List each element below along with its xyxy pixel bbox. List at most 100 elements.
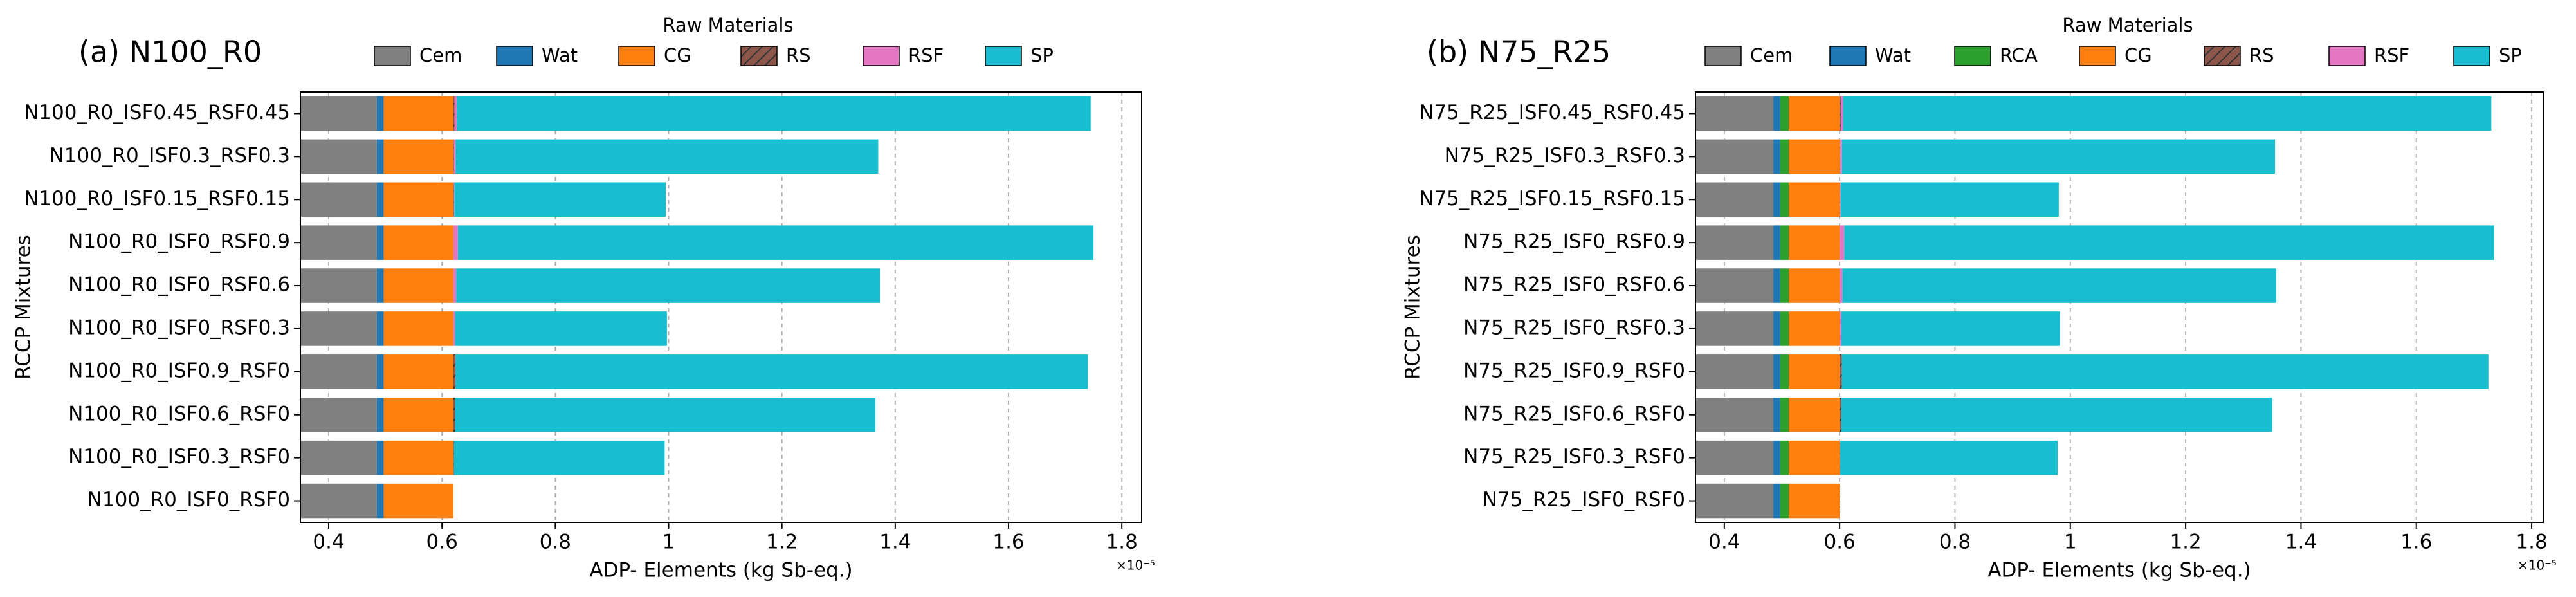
bar-segment	[1789, 96, 1840, 131]
bar-segment	[1695, 268, 1774, 303]
legend-swatch	[1954, 46, 1991, 66]
bar-segment	[1780, 268, 1789, 303]
bar-segment	[300, 311, 377, 346]
bar-segment	[1773, 96, 1780, 131]
bar-segment	[376, 397, 384, 432]
x-tick-label: 1	[662, 531, 675, 554]
bar-segment	[453, 182, 455, 217]
bar-segment	[1773, 354, 1780, 389]
y-axis-label: RCCP Mixtures	[1402, 235, 1425, 380]
y-tick-label: N100_R0_ISF0_RSF0.3	[68, 316, 290, 339]
y-tick-label: N100_R0_ISF0_RSF0.6	[68, 273, 290, 297]
legend-label: Cem	[419, 44, 462, 66]
x-tick-label: 1	[2064, 531, 2077, 554]
x-tick-label: 1.6	[992, 531, 1024, 554]
bar-segment	[1789, 182, 1840, 217]
bar-segment	[453, 311, 455, 346]
y-tick-label: N100_R0_ISF0.6_RSF0	[68, 402, 290, 425]
bar-segment	[1840, 225, 1845, 260]
bar-segment	[376, 354, 384, 389]
bar-segment	[1840, 354, 1842, 389]
bar-segment	[453, 225, 458, 260]
bar-segment	[1695, 182, 1774, 217]
x-axis-label: ADP- Elements (kg Sb-eq.)	[589, 559, 852, 582]
bar-segment	[376, 225, 384, 260]
bar-segment	[457, 225, 1094, 260]
legend-swatch	[2453, 46, 2490, 66]
legend-swatch	[496, 46, 533, 66]
legend-label: SP	[2499, 44, 2522, 66]
x-tick-label: 0.8	[1939, 531, 1971, 554]
bar-segment	[376, 440, 384, 475]
y-tick-label: N100_R0_ISF0.9_RSF0	[68, 359, 290, 382]
bar-segment	[1840, 268, 1843, 303]
bar-segment	[1695, 440, 1774, 475]
bar-segment	[1840, 96, 1841, 131]
bar-segment	[456, 268, 881, 303]
x-tick-label: 1.6	[2400, 531, 2432, 554]
legend-swatch	[2079, 46, 2116, 66]
bar-segment	[1695, 139, 1774, 174]
bars	[300, 96, 1094, 519]
bar-segment	[455, 354, 1088, 389]
bar-segment	[1841, 397, 2272, 432]
y-tick-label: N75_R25_ISF0.9_RSF0	[1463, 359, 1685, 382]
bar-segment	[1789, 354, 1840, 389]
y-tick-label: N100_R0_ISF0_RSF0.9	[68, 230, 290, 253]
bar-segment	[453, 139, 454, 174]
y-axis-label: RCCP Mixtures	[12, 235, 35, 380]
legend-label: CG	[2124, 44, 2152, 66]
bar-segment	[453, 440, 665, 475]
bar-segment	[1789, 311, 1840, 346]
x-tick-label: 1.8	[2516, 531, 2547, 554]
bar-segment	[1840, 397, 1841, 432]
bar-segment	[1789, 440, 1840, 475]
bar-segment	[454, 182, 666, 217]
legend-swatch	[985, 46, 1022, 66]
y-tick-label: N75_R25_ISF0.6_RSF0	[1463, 402, 1685, 425]
bar-segment	[300, 354, 377, 389]
bar-segment	[1841, 311, 2060, 346]
bar-segment	[376, 311, 384, 346]
bar-segment	[455, 139, 879, 174]
bar-segment	[1780, 139, 1789, 174]
y-tick-label: N75_R25_ISF0_RSF0.9	[1463, 230, 1685, 253]
bar-segment	[300, 139, 377, 174]
bar-segment	[455, 311, 667, 346]
bar-segment	[300, 96, 377, 131]
plot-frame	[300, 91, 1142, 523]
bar-segment	[1844, 225, 2494, 260]
y-tick-label: N75_R25_ISF0_RSF0.6	[1463, 273, 1685, 297]
bar-segment	[1840, 182, 1841, 217]
bar-segment	[383, 483, 453, 519]
bar-segment	[383, 440, 453, 475]
legend-label: SP	[1030, 44, 1054, 66]
bar-segment	[1773, 182, 1780, 217]
legend-swatch	[1829, 46, 1867, 66]
bar-segment	[383, 182, 453, 217]
bar-segment	[1842, 268, 2276, 303]
bar-segment	[383, 397, 453, 432]
bar-segment	[1695, 311, 1774, 346]
x-tick-label: 0.4	[1708, 531, 1740, 554]
legend-swatch	[740, 46, 778, 66]
y-tick-label: N100_R0_ISF0_RSF0	[87, 488, 290, 511]
y-tick-label: N75_R25_ISF0.3_RSF0.3	[1445, 144, 1685, 167]
bar-segment	[1841, 139, 2276, 174]
x-tick-label: 1.4	[2285, 531, 2317, 554]
bar-segment	[376, 182, 384, 217]
bar-segment	[1773, 397, 1780, 432]
y-tick-label: N75_R25_ISF0_RSF0	[1483, 488, 1685, 511]
bar-segment	[453, 96, 455, 131]
legend-swatch	[863, 46, 900, 66]
x-tick-label: 0.4	[313, 531, 344, 554]
bar-segment	[383, 225, 453, 260]
bar-segment	[453, 440, 454, 475]
bar-segment	[1773, 311, 1780, 346]
x-tick-label: 0.8	[540, 531, 571, 554]
bar-segment	[300, 483, 377, 519]
x-axis-label: ADP- Elements (kg Sb-eq.)	[1987, 559, 2251, 582]
bar-segment	[1789, 139, 1840, 174]
legend-swatch	[374, 46, 411, 66]
